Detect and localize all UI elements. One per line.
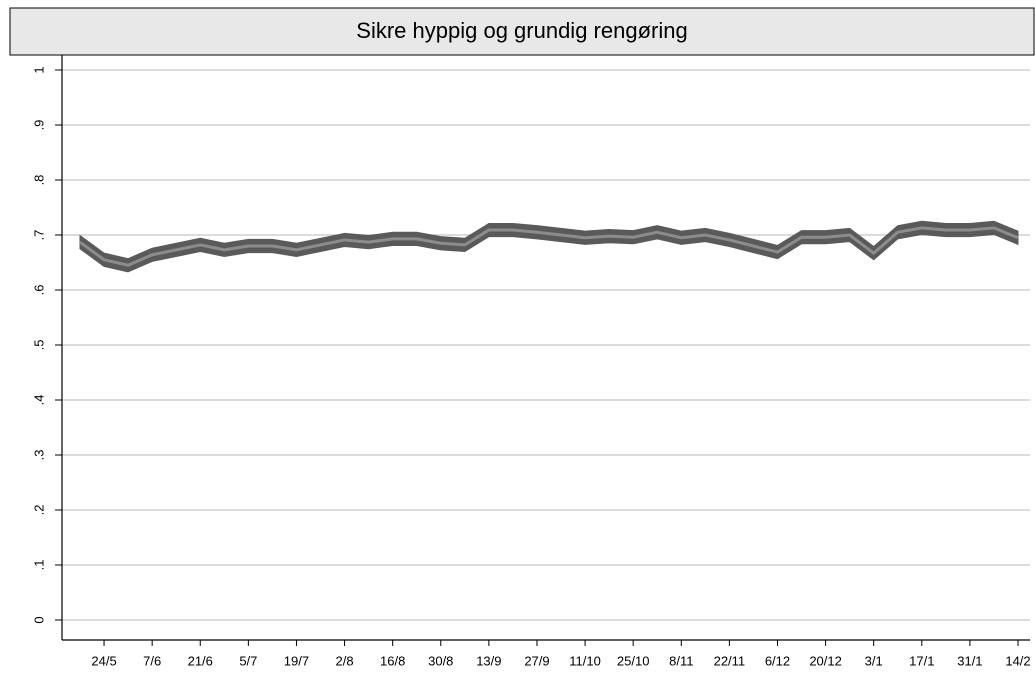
y-tick-label: .1 (31, 560, 46, 571)
confidence-band (79, 220, 1019, 273)
y-tick-label: .7 (31, 230, 46, 241)
y-tick-label: .2 (31, 505, 46, 516)
y-tick-label: .6 (31, 285, 46, 296)
x-tick-label: 30/8 (428, 653, 453, 668)
x-tick-label: 8/11 (669, 653, 693, 668)
x-tick-label: 5/7 (239, 653, 257, 668)
x-tick-label: 24/5 (91, 653, 116, 668)
y-tick-label: .3 (31, 450, 46, 461)
x-tick-label: 20/12 (809, 653, 842, 668)
y-tick-label: .5 (31, 340, 46, 351)
y-tick-label: .9 (31, 120, 46, 131)
y-tick-label: .4 (31, 395, 46, 406)
x-tick-label: 25/10 (617, 653, 650, 668)
x-tick-label: 13/9 (476, 653, 501, 668)
chart-title: Sikre hyppig og grundig rengøring (356, 18, 687, 43)
y-tick-label: .8 (31, 175, 46, 186)
x-tick-label: 2/8 (336, 653, 354, 668)
x-tick-label: 7/6 (143, 653, 161, 668)
y-tick-label: 0 (31, 616, 46, 623)
x-tick-label: 14/2 (1005, 653, 1030, 668)
x-tick-label: 27/9 (524, 653, 549, 668)
x-tick-label: 16/8 (380, 653, 405, 668)
x-tick-label: 6/12 (765, 653, 790, 668)
x-tick-label: 19/7 (284, 653, 309, 668)
x-tick-label: 22/11 (714, 653, 746, 668)
line (79, 226, 1019, 267)
x-tick-label: 17/1 (909, 653, 934, 668)
title-box (9, 7, 1035, 56)
x-tick-label: 21/6 (188, 653, 213, 668)
x-tick-label: 3/1 (865, 653, 883, 668)
y-tick-label: 1 (31, 66, 46, 73)
x-tick-label: 31/1 (957, 653, 982, 668)
x-tick-label: 11/10 (569, 653, 601, 668)
